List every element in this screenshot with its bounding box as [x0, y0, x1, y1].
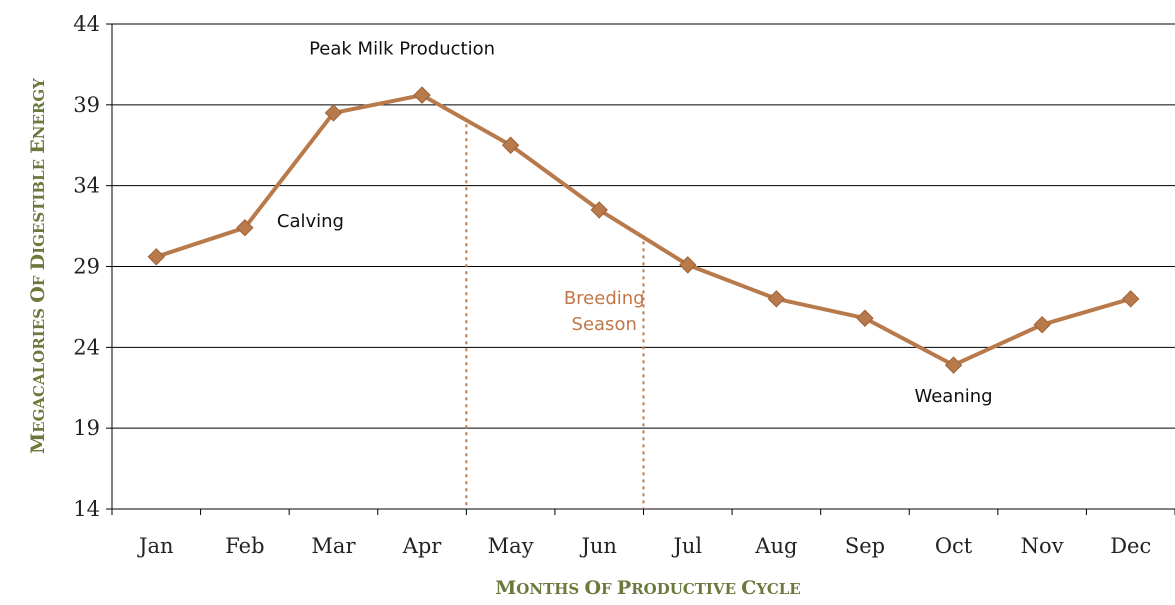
data-point-marker: [501, 136, 520, 154]
axis-title-part: F: [30, 270, 48, 286]
axis-title-part: EGACALORIES: [30, 303, 48, 433]
data-point-marker: [944, 356, 963, 374]
data-point-marker: [1033, 315, 1051, 334]
axis-title-part: D: [27, 254, 49, 270]
axis-title-part: F: [601, 580, 617, 598]
y-tick-labels: 14 19 24 29 34 39 44: [73, 12, 100, 521]
axis-title-part: ONTHS: [516, 580, 584, 598]
x-axis-title: MONTHS OF PRODUCTIVE CYCLE: [495, 577, 801, 599]
axis-title-part: P: [617, 577, 631, 599]
data-point-marker: [147, 248, 165, 266]
axes: [106, 23, 1175, 515]
annotation-label: Weaning: [914, 386, 992, 407]
data-point-marker: [324, 104, 343, 122]
x-tick-label: Jul: [671, 534, 702, 558]
annotation-label: Calving: [277, 211, 344, 232]
x-tick-label: Apr: [402, 534, 443, 558]
y-tick-label: 24: [73, 335, 100, 359]
data-point-marker: [856, 309, 874, 327]
x-tick-label: Oct: [935, 534, 973, 558]
axis-title-part: E: [27, 139, 49, 153]
y-tick-label: 34: [73, 174, 100, 198]
data-point-marker: [1122, 290, 1140, 308]
series-line: [155, 93, 1132, 368]
y-axis-title: MEGACALORIES OF DIGESTIBLE ENERGY: [27, 78, 49, 454]
axis-title-part: RODUCTIVE: [631, 580, 741, 598]
data-point-marker: [590, 201, 608, 219]
x-tick-labels: Jan Feb Mar Apr May Jun Jul Aug Sep Oct Nov Dec: [137, 534, 1151, 558]
axis-title-part: YCLE: [755, 580, 800, 598]
y-tick-label: 44: [73, 12, 100, 36]
breeding-season-markers: Breeding Season: [465, 124, 645, 509]
axis-title-part: NERGY: [30, 78, 48, 139]
x-tick-label: Aug: [754, 534, 797, 558]
y-tick-label: 19: [73, 416, 100, 440]
data-point-marker: [413, 86, 431, 104]
x-tick-label: Nov: [1021, 534, 1064, 558]
data-point-marker: [679, 256, 697, 274]
data-point-marker: [767, 290, 786, 308]
x-tick-label: May: [488, 534, 534, 558]
annotations: Peak Milk Production Calving Weaning: [277, 38, 993, 407]
y-tick-label: 14: [73, 497, 100, 521]
y-tick-label: 39: [73, 93, 100, 117]
axis-title-part: C: [741, 577, 756, 599]
x-tick-label: Feb: [225, 534, 264, 558]
axis-title-part: M: [27, 433, 49, 454]
annotation-label: Peak Milk Production: [309, 38, 495, 59]
breeding-season-label: Breeding: [564, 288, 645, 309]
y-tick-label: 29: [73, 255, 100, 279]
axis-title-part: IGESTIBLE: [30, 154, 48, 254]
x-tick-label: Mar: [311, 534, 356, 558]
axis-title-part: O: [27, 286, 49, 303]
axis-title-part: O: [584, 577, 601, 599]
x-tick-label: Sep: [845, 534, 885, 558]
gridlines: [112, 23, 1175, 429]
data-points: [147, 86, 1140, 374]
breeding-season-label: Season: [572, 314, 637, 335]
x-tick-label: Jan: [137, 534, 173, 558]
x-tick-label: Dec: [1110, 534, 1151, 558]
x-tick-label: Jun: [579, 534, 616, 558]
data-point-marker: [236, 218, 254, 237]
axis-title-part: M: [495, 577, 516, 599]
series-line: [155, 93, 1132, 368]
